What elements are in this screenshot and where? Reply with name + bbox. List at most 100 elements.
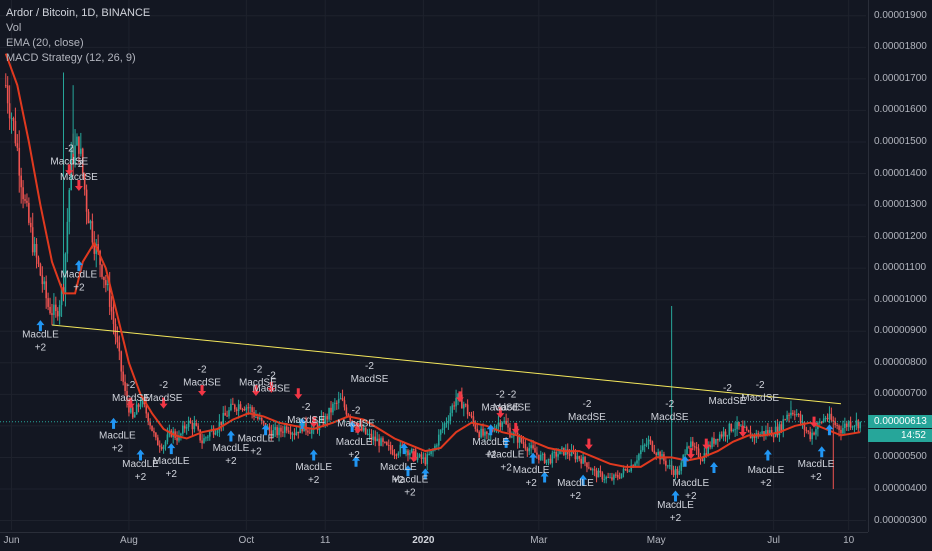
candle-body	[609, 477, 611, 479]
symbol-title[interactable]: Ardor / Bitcoin, 1D, BINANCE	[6, 7, 151, 19]
candle-body	[195, 423, 198, 426]
candle-body	[686, 446, 688, 455]
buy-arrow-icon	[36, 320, 45, 332]
candle-body	[730, 423, 733, 432]
candle-body	[707, 445, 709, 456]
time-tick-label: 2020	[412, 535, 435, 546]
candle-body	[26, 200, 28, 203]
signal-label: MacdSE	[709, 396, 747, 407]
legend-macd[interactable]: MACD Strategy (12, 26, 9)	[6, 52, 136, 64]
signal-label: MacdLE	[22, 330, 59, 341]
candle-body	[135, 404, 138, 415]
candle-body	[605, 476, 607, 480]
candle-body	[128, 401, 130, 413]
candle-body	[35, 244, 38, 258]
buy-arrow-icon	[681, 455, 690, 467]
candle-body	[201, 440, 203, 444]
candle-body	[230, 403, 232, 411]
candle-body	[299, 423, 302, 434]
candle-body	[330, 407, 332, 413]
candle-body	[813, 432, 815, 435]
candle-body	[722, 431, 725, 437]
candle-body	[362, 427, 365, 431]
candle-body	[345, 407, 348, 415]
signal-label: +2	[500, 462, 512, 473]
candle-body	[166, 434, 169, 442]
candle-body	[549, 458, 552, 464]
buy-arrow-icon	[309, 449, 318, 461]
candle-body	[151, 425, 153, 431]
signal-label: -2	[198, 364, 207, 375]
candle-body	[834, 421, 837, 426]
candle-body	[640, 450, 642, 455]
candle-body	[767, 430, 769, 434]
signal-label: MacdLE	[213, 443, 250, 454]
candle-body	[270, 430, 273, 438]
candle-body	[51, 313, 53, 315]
candle-body	[33, 244, 36, 253]
candle-body	[70, 146, 73, 191]
candle-body	[149, 421, 151, 426]
last-price-tag: 0.00000613	[868, 414, 932, 428]
signal-label: MacdLE	[472, 437, 509, 448]
candle-body	[360, 425, 363, 431]
candle-body	[405, 450, 407, 453]
candle-body	[734, 429, 736, 431]
candle-body	[828, 413, 831, 420]
candle-body	[112, 311, 115, 325]
candle-body	[411, 449, 413, 453]
signal-label: MacdSE	[183, 377, 221, 388]
candle-body	[622, 468, 625, 474]
candle-body	[451, 405, 454, 413]
candle-body	[768, 430, 771, 434]
candle-body	[153, 430, 155, 433]
candle-body	[22, 187, 24, 200]
legend-ema[interactable]: EMA (20, close)	[6, 37, 84, 49]
candle-body	[199, 429, 201, 441]
time-axis[interactable]	[0, 532, 868, 551]
candle-body	[191, 423, 194, 430]
candle-body	[284, 426, 286, 433]
candle-body	[553, 451, 556, 453]
candle-body	[114, 324, 117, 337]
sell-arrow-icon	[65, 164, 74, 176]
candle-body	[297, 431, 300, 434]
candle-body	[326, 416, 328, 420]
candle-body	[555, 451, 557, 457]
candle-body	[389, 445, 392, 450]
sell-arrow-icon	[309, 416, 318, 428]
signal-label: +2	[250, 447, 262, 458]
signal-label: MacdSE	[145, 393, 183, 404]
candle-body	[182, 425, 184, 434]
signal-label: +2	[225, 456, 237, 467]
candle-body	[60, 287, 63, 306]
legend-vol[interactable]: Vol	[6, 22, 22, 34]
candle-body	[480, 428, 482, 438]
price-axis[interactable]	[868, 0, 932, 532]
buy-arrow-icon	[529, 452, 538, 464]
candle-body	[551, 452, 554, 464]
candle-body	[386, 442, 388, 445]
candle-body	[853, 425, 856, 427]
candle-body	[470, 415, 473, 417]
signal-label: -2	[74, 159, 83, 170]
candle-body	[332, 403, 334, 413]
candle-body	[763, 431, 765, 435]
candle-body	[626, 469, 629, 472]
candle-body	[793, 414, 796, 416]
candle-body	[424, 457, 427, 465]
candle-body	[795, 414, 798, 416]
signal-label: MacdSE	[50, 156, 88, 167]
candle-body	[72, 146, 74, 164]
candle-body	[532, 445, 534, 449]
candle-body	[20, 175, 22, 188]
candle-body	[272, 429, 275, 438]
candle-body	[505, 420, 507, 425]
candle-body	[287, 430, 290, 433]
candle-body	[370, 433, 373, 441]
candle-body	[428, 454, 430, 456]
candle-body	[509, 427, 511, 438]
candle-body	[122, 371, 124, 382]
signal-label: +2	[525, 478, 537, 489]
